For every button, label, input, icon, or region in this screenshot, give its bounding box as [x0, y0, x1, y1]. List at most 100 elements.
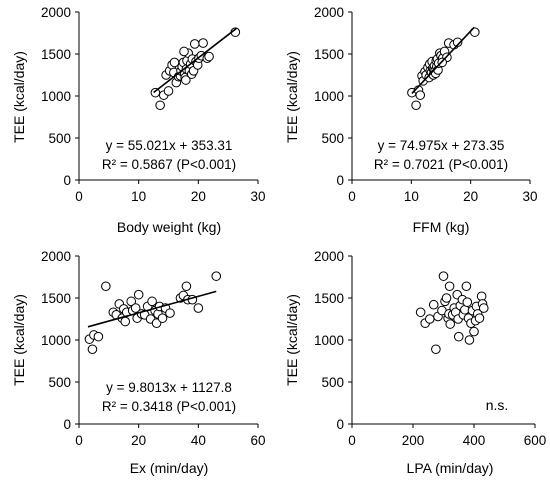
panel-3-point-0: [415, 307, 426, 318]
panel-2-point-28: [165, 308, 175, 318]
panel-3-point-24: [461, 281, 472, 292]
panel-2-point-34: [193, 303, 204, 313]
panel-0-x-tick-label-3: 30: [250, 189, 265, 204]
panel-3-x-tick-label-2: 400: [463, 433, 486, 448]
panel-1-point-1: [411, 100, 421, 111]
panel-3-point-7: [438, 271, 449, 281]
panel-3-y-tick-label-1: 500: [321, 375, 344, 390]
panel-1-x-tick-label-0: 0: [348, 189, 356, 204]
panel-0-point-31: [204, 51, 214, 62]
panel-3-point-37: [478, 303, 489, 313]
panel-2-y-tick-label-3: 1500: [41, 291, 71, 306]
panel-3-point-30: [469, 326, 479, 337]
panel-0-x-tick-label-0: 0: [75, 189, 83, 204]
panel-2-point-16: [133, 289, 144, 300]
panel-2-annotation-1: y = 9.8013x + 1127.8: [106, 380, 232, 395]
panel-0-y-tick-label-1: 500: [48, 131, 71, 146]
panel-1-annotation-1: y = 74.975x + 273.35: [378, 138, 505, 153]
panel-3-y-axis-label: TEE (kcal/day): [284, 294, 300, 386]
panel-2-point-31: [181, 281, 192, 292]
panel-1-x-tick-label-1: 10: [404, 189, 419, 204]
panel-2-annotation-2: R² = 0.3418 (P<0.001): [102, 399, 236, 414]
panel-3-y-tick-label-2: 1000: [314, 333, 344, 348]
panel-2-y-tick-label-1: 500: [48, 375, 71, 390]
panel-1-annotation-2: R² = 0.7021 (P<0.001): [374, 157, 508, 172]
panel-2-x-tick-label-2: 40: [191, 433, 206, 448]
panel-3-point-4: [431, 344, 441, 355]
panel-2-y-tick-label-4: 2000: [41, 249, 71, 264]
panel-2-y-tick-label-0: 0: [63, 417, 71, 432]
panel-3-x-axis-label: LPA (min/day): [407, 460, 494, 476]
panel-2-point-4: [101, 281, 111, 292]
panel-0-point-29: [198, 38, 208, 48]
panel-3-point-9: [441, 293, 452, 303]
panel-3-point-25: [462, 297, 473, 308]
panel-2-x-tick-label-0: 0: [75, 433, 83, 448]
panel-1-y-tick-label-3: 1500: [314, 47, 344, 62]
panel-3-y-tick-label-4: 2000: [314, 249, 344, 264]
panel-2-point-26: [157, 313, 168, 323]
panel-2-point-12: [126, 296, 137, 307]
panel-body-weight: y = 55.021x + 353.31 R² = 0.5867 (P<0.00…: [11, 5, 266, 235]
panel-0-point-1: [155, 100, 165, 111]
panel-0-axes: [78, 12, 258, 181]
panel-0-y-tick-label-3: 1500: [41, 47, 71, 62]
panel-1-x-axis-label: FFM (kg): [413, 219, 470, 235]
panel-3-y-tick-label-3: 1500: [314, 291, 344, 306]
panel-0-point-32: [163, 86, 174, 96]
panel-2-point-21: [147, 296, 157, 307]
panel-2-x-tick-label-3: 60: [250, 433, 265, 448]
panel-1-point-32: [452, 37, 463, 48]
panel-1-x-tick-label-2: 20: [463, 189, 478, 204]
panel-2-y-tick-label-2: 1000: [41, 333, 71, 348]
panel-1-y-tick-label-1: 500: [321, 131, 344, 146]
panel-1-y-tick-label-0: 0: [336, 173, 344, 188]
panel-1-axes: [351, 12, 530, 181]
panel-2-point-35: [211, 271, 222, 281]
panel-3-point-19: [453, 331, 464, 342]
panel-0-y-tick-label-0: 0: [63, 173, 71, 188]
panel-1-y-axis-label: TEE (kcal/day): [284, 51, 300, 143]
panel-0-x-axis-label: Body weight (kg): [117, 219, 221, 235]
panel-2-x-axis-label: Ex (min/day): [130, 460, 209, 476]
panel-3-x-tick-label-3: 600: [524, 433, 547, 448]
panel-2-point-14: [130, 303, 141, 313]
panel-1-y-tick-label-2: 1000: [314, 89, 344, 104]
panel-3-x-tick-label-0: 0: [348, 433, 356, 448]
panel-3-point-12: [444, 281, 455, 292]
panel-0-annotation-1: y = 55.021x + 353.31: [106, 138, 233, 153]
panel-1-regression-line: [411, 26, 475, 94]
panel-3-point-3: [428, 299, 439, 310]
panel-ex: y = 9.8013x + 1127.8 R² = 0.3418 (P<0.00…: [11, 249, 266, 476]
panel-0-regression-line: [153, 27, 238, 94]
panel-2-point-3: [93, 331, 104, 342]
panel-3-point-2: [424, 314, 435, 324]
panel-2-y-axis-label: TEE (kcal/day): [11, 294, 27, 386]
panel-0-x-tick-label-2: 20: [191, 189, 206, 204]
panel-0-y-tick-label-2: 1000: [41, 89, 71, 104]
panel-2-regression-line: [87, 290, 217, 328]
panel-0-y-axis-label: TEE (kcal/day): [11, 51, 27, 143]
panel-2-x-tick-label-1: 20: [131, 433, 146, 448]
panel-1-y-tick-label-4: 2000: [314, 5, 344, 20]
panel-1-x-tick-label-3: 30: [522, 189, 537, 204]
panel-0-point-33: [169, 57, 180, 68]
panel-2-point-1: [87, 344, 98, 355]
panel-0-annotation-2: R² = 0.5867 (P<0.001): [102, 157, 236, 172]
panel-ffm: y = 74.975x + 273.35 R² = 0.7021 (P<0.00…: [284, 5, 538, 235]
panel-3-point-13: [445, 319, 456, 329]
panel-3-point-34: [474, 313, 485, 323]
panel-2-point-10: [120, 316, 131, 327]
panel-3-point-27: [464, 335, 475, 345]
panel-3-y-tick-label-0: 0: [336, 417, 344, 432]
panel-0-point-24: [189, 39, 200, 49]
panel-0-point-15: [181, 75, 191, 85]
panel-3-annotation-ns: n.s.: [486, 397, 509, 413]
panel-0-point-34: [179, 46, 189, 57]
panel-3-x-tick-label-1: 200: [402, 433, 425, 448]
panel-1-point-3: [415, 90, 426, 100]
panel-0-x-tick-label-1: 10: [131, 189, 146, 204]
panel-0-y-tick-label-4: 2000: [41, 5, 71, 20]
panel-lpa: n.s. LPA (min/day) TEE (kcal/day) 0 500 10…: [284, 249, 546, 476]
